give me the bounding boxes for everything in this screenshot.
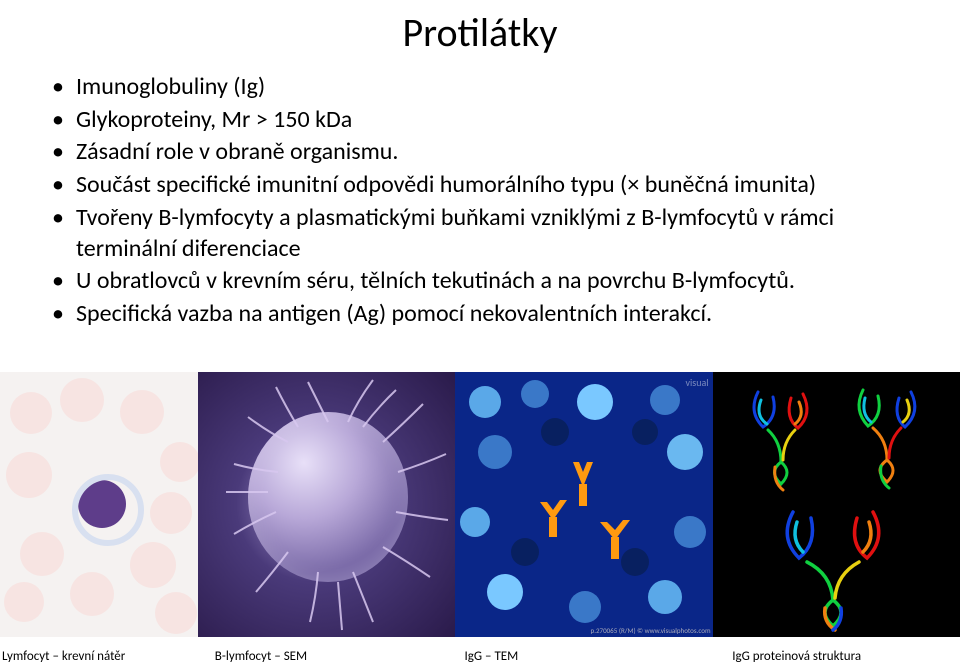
image-row: visual p.270065 (R/M) © www.visualphotos… — [0, 372, 960, 637]
protein-ribbon-icon — [713, 372, 960, 637]
image-protein-structure — [713, 372, 960, 637]
image-sem — [198, 372, 455, 637]
caption-tem: IgG – TEM — [463, 649, 731, 664]
bullet-list: Imunoglobuliny (Ig) Glykoproteiny, Mr > … — [50, 72, 900, 332]
sem-villi-icon — [198, 372, 455, 637]
bullet-item: Zásadní role v obraně organismu. — [50, 137, 900, 168]
image-blood-smear — [0, 372, 198, 637]
bullet-item: Glykoproteiny, Mr > 150 kDa — [50, 105, 900, 136]
tem-field-icon — [455, 372, 712, 637]
bullet-item: Součást specifické imunitní odpovědi hum… — [50, 170, 900, 201]
caption-protein: IgG proteinová struktura — [730, 649, 960, 664]
caption-sem: B-lymfocyt – SEM — [213, 649, 463, 664]
bullet-item: Specifická vazba na antigen (Ag) pomocí … — [50, 299, 900, 330]
bullet-item: U obratlovců v krevním séru, tělních tek… — [50, 266, 900, 297]
bullet-item: Imunoglobuliny (Ig) — [50, 72, 900, 103]
tem-copyright: p.270065 (R/M) © www.visualphotos.com — [591, 626, 711, 635]
slide-title: Protilátky — [0, 8, 960, 57]
tem-watermark: visual — [686, 376, 709, 389]
caption-row: Lymfocyt – krevní nátěr B-lymfocyt – SEM… — [0, 649, 960, 664]
image-tem: visual p.270065 (R/M) © www.visualphotos… — [455, 372, 712, 637]
caption-blood-smear: Lymfocyt – krevní nátěr — [0, 649, 213, 664]
bullet-item: Tvořeny B-lymfocyty a plasmatickými buňk… — [50, 203, 900, 264]
